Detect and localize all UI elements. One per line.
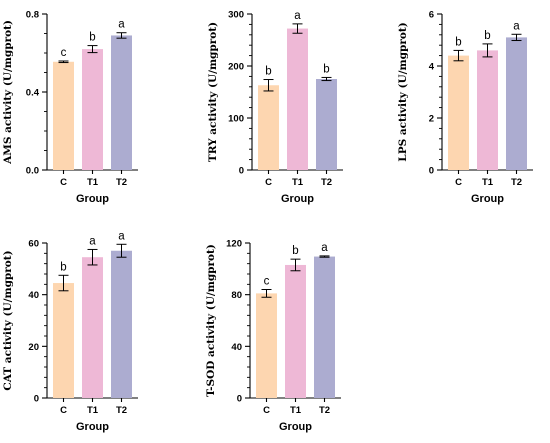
x-axis-label: Group bbox=[279, 421, 312, 433]
significance-label-T2: a bbox=[118, 19, 125, 31]
x-tick-label-C: C bbox=[60, 405, 67, 416]
y-tick-label: 100 bbox=[228, 114, 244, 125]
x-tick-label-C: C bbox=[455, 177, 462, 188]
significance-label-T1: b bbox=[292, 245, 298, 257]
significance-label-C: b bbox=[60, 261, 66, 273]
significance-label-T1: a bbox=[294, 10, 301, 22]
bar-C bbox=[256, 293, 277, 398]
y-tick-label: 80 bbox=[231, 290, 242, 301]
y-tick-label: 0 bbox=[34, 394, 39, 405]
x-tick-label-T2: T2 bbox=[511, 177, 522, 188]
bar-T1 bbox=[477, 50, 498, 170]
y-tick-label: 20 bbox=[28, 342, 39, 353]
y-tick-label: 60 bbox=[28, 239, 39, 250]
bar-T2 bbox=[506, 37, 527, 171]
y-axis-label: LPS activity (U/mgprot) bbox=[397, 22, 409, 161]
y-tick-label: 40 bbox=[28, 290, 39, 301]
chart-panel-2: 0 100 200 300 TRY activity (U/mgprot) b Ca T1 b T… bbox=[207, 10, 343, 205]
x-axis-label: Group bbox=[281, 193, 314, 205]
significance-label-T1: b bbox=[484, 30, 490, 42]
significance-label-T1: a bbox=[89, 235, 96, 247]
x-tick-label-C: C bbox=[60, 177, 67, 188]
y-tick-label: 300 bbox=[228, 10, 244, 21]
significance-label-T1: b bbox=[89, 32, 95, 44]
significance-label-T2: a bbox=[118, 230, 125, 242]
x-tick-label-C: C bbox=[263, 405, 270, 416]
bar-T2 bbox=[111, 250, 132, 398]
y-tick-label: 0 bbox=[237, 394, 242, 405]
y-tick-label: 0 bbox=[239, 166, 244, 177]
y-tick-label: 0.4 bbox=[26, 88, 40, 99]
y-axis-label: T-SOD activity (U/mgprot) bbox=[205, 244, 217, 397]
x-axis-label: Group bbox=[76, 421, 109, 433]
x-tick-label-C: C bbox=[265, 177, 272, 188]
y-tick-label: 200 bbox=[228, 62, 244, 73]
x-tick-label-T2: T2 bbox=[116, 405, 127, 416]
bar-T1 bbox=[287, 28, 308, 171]
chart-panel-5: 0 40 80 120 T-SOD activity (U/mgprot) c Cb T1 a T… bbox=[205, 239, 341, 433]
x-axis-label: Group bbox=[76, 193, 109, 205]
x-axis-label: Group bbox=[471, 193, 504, 205]
bar-C bbox=[53, 283, 74, 398]
x-tick-label-T1: T1 bbox=[87, 177, 99, 188]
x-tick-label-T1: T1 bbox=[482, 177, 494, 188]
x-tick-label-T2: T2 bbox=[319, 405, 330, 416]
significance-label-C: b bbox=[265, 66, 271, 78]
significance-label-C: b bbox=[455, 36, 461, 48]
y-axis-label: TRY activity (U/mgprot) bbox=[207, 22, 219, 162]
chart-panel-3: 0 2 4 6 LPS activity (U/mgprot) b Cb T1 a T2 Group bbox=[397, 10, 533, 205]
bar-T1 bbox=[82, 257, 103, 398]
significance-label-T2: a bbox=[513, 20, 520, 32]
chart-panel-4: 0 20 40 60 CAT activity (U/mgprot) b Ca T1 a T2 Gr… bbox=[2, 230, 138, 433]
significance-label-T2: a bbox=[321, 242, 328, 254]
significance-label-C: c bbox=[264, 276, 270, 288]
y-tick-label: 4 bbox=[429, 62, 435, 73]
bar-T2 bbox=[111, 35, 132, 171]
bar-C bbox=[53, 61, 74, 170]
bar-C bbox=[258, 85, 279, 170]
x-tick-label-T2: T2 bbox=[321, 177, 332, 188]
y-tick-label: 0.8 bbox=[26, 10, 39, 21]
x-tick-label-T2: T2 bbox=[116, 177, 127, 188]
y-axis-label: AMS activity (U/mgprot) bbox=[2, 20, 14, 165]
x-tick-label-T1: T1 bbox=[290, 405, 302, 416]
y-tick-label: 2 bbox=[429, 114, 434, 125]
y-tick-label: 6 bbox=[429, 10, 434, 21]
y-tick-label: 120 bbox=[226, 239, 242, 250]
x-tick-label-T1: T1 bbox=[292, 177, 304, 188]
significance-label-C: c bbox=[61, 47, 67, 59]
bar-T2 bbox=[314, 256, 335, 398]
chart-panel-1: 0.0 0.4 0.8 AMS activity (U/mgprot) c Cb T1 a T2… bbox=[2, 10, 138, 205]
y-tick-label: 0.0 bbox=[26, 166, 39, 177]
bar-T2 bbox=[316, 79, 337, 170]
y-tick-label: 0 bbox=[429, 166, 434, 177]
y-axis-label: CAT activity (U/mgprot) bbox=[2, 250, 14, 390]
bar-C bbox=[448, 55, 469, 170]
x-tick-label-T1: T1 bbox=[87, 405, 99, 416]
bar-T1 bbox=[285, 264, 306, 398]
significance-label-T2: b bbox=[323, 63, 329, 75]
bar-T1 bbox=[82, 49, 103, 170]
y-tick-label: 40 bbox=[231, 342, 242, 353]
